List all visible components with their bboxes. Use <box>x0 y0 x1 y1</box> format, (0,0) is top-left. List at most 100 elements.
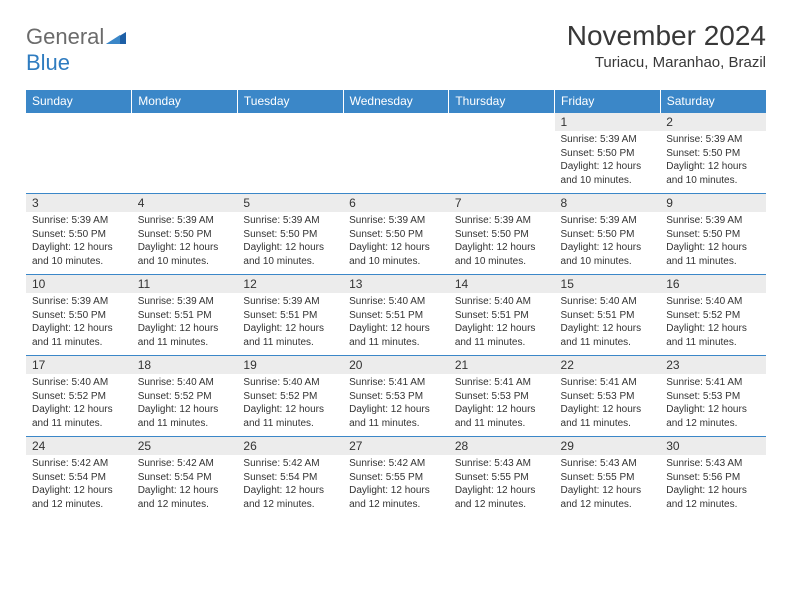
day-body: Sunrise: 5:39 AMSunset: 5:50 PMDaylight:… <box>132 212 238 274</box>
day-cell: 7Sunrise: 5:39 AMSunset: 5:50 PMDaylight… <box>449 194 555 275</box>
day-number: 10 <box>26 275 132 293</box>
day-cell: 1Sunrise: 5:39 AMSunset: 5:50 PMDaylight… <box>555 113 661 194</box>
day-body: Sunrise: 5:42 AMSunset: 5:55 PMDaylight:… <box>343 455 449 517</box>
day-number: 13 <box>343 275 449 293</box>
day-number: 23 <box>660 356 766 374</box>
week-row: 10Sunrise: 5:39 AMSunset: 5:50 PMDayligh… <box>26 275 766 356</box>
day-number: 2 <box>660 113 766 131</box>
week-row: 24Sunrise: 5:42 AMSunset: 5:54 PMDayligh… <box>26 437 766 518</box>
day-cell: 25Sunrise: 5:42 AMSunset: 5:54 PMDayligh… <box>132 437 238 518</box>
day-number: 7 <box>449 194 555 212</box>
day-header: Thursday <box>449 90 555 113</box>
day-body: Sunrise: 5:42 AMSunset: 5:54 PMDaylight:… <box>132 455 238 517</box>
calendar-page: General Blue November 2024 Turiacu, Mara… <box>0 0 792 537</box>
day-number: 21 <box>449 356 555 374</box>
day-number: 9 <box>660 194 766 212</box>
day-cell <box>237 113 343 194</box>
day-body: Sunrise: 5:40 AMSunset: 5:52 PMDaylight:… <box>26 374 132 436</box>
day-body: Sunrise: 5:39 AMSunset: 5:50 PMDaylight:… <box>660 131 766 193</box>
day-cell: 10Sunrise: 5:39 AMSunset: 5:50 PMDayligh… <box>26 275 132 356</box>
day-header: Sunday <box>26 90 132 113</box>
day-body: Sunrise: 5:39 AMSunset: 5:50 PMDaylight:… <box>343 212 449 274</box>
week-row: 3Sunrise: 5:39 AMSunset: 5:50 PMDaylight… <box>26 194 766 275</box>
day-cell <box>26 113 132 194</box>
day-body: Sunrise: 5:42 AMSunset: 5:54 PMDaylight:… <box>26 455 132 517</box>
logo-triangle-icon <box>106 30 126 49</box>
day-header: Friday <box>555 90 661 113</box>
day-cell <box>132 113 238 194</box>
day-cell: 9Sunrise: 5:39 AMSunset: 5:50 PMDaylight… <box>660 194 766 275</box>
day-cell <box>449 113 555 194</box>
day-number: 30 <box>660 437 766 455</box>
day-body: Sunrise: 5:40 AMSunset: 5:51 PMDaylight:… <box>449 293 555 355</box>
day-body: Sunrise: 5:40 AMSunset: 5:52 PMDaylight:… <box>237 374 343 436</box>
day-number: 12 <box>237 275 343 293</box>
day-cell: 17Sunrise: 5:40 AMSunset: 5:52 PMDayligh… <box>26 356 132 437</box>
day-cell: 19Sunrise: 5:40 AMSunset: 5:52 PMDayligh… <box>237 356 343 437</box>
day-cell: 20Sunrise: 5:41 AMSunset: 5:53 PMDayligh… <box>343 356 449 437</box>
day-cell: 30Sunrise: 5:43 AMSunset: 5:56 PMDayligh… <box>660 437 766 518</box>
day-cell: 15Sunrise: 5:40 AMSunset: 5:51 PMDayligh… <box>555 275 661 356</box>
day-body: Sunrise: 5:41 AMSunset: 5:53 PMDaylight:… <box>555 374 661 436</box>
day-cell: 23Sunrise: 5:41 AMSunset: 5:53 PMDayligh… <box>660 356 766 437</box>
day-body: Sunrise: 5:39 AMSunset: 5:50 PMDaylight:… <box>555 212 661 274</box>
day-number: 18 <box>132 356 238 374</box>
day-cell: 5Sunrise: 5:39 AMSunset: 5:50 PMDaylight… <box>237 194 343 275</box>
day-body: Sunrise: 5:39 AMSunset: 5:50 PMDaylight:… <box>237 212 343 274</box>
day-body: Sunrise: 5:41 AMSunset: 5:53 PMDaylight:… <box>660 374 766 436</box>
month-title: November 2024 <box>567 20 766 52</box>
header: General Blue November 2024 Turiacu, Mara… <box>26 20 766 76</box>
day-cell: 2Sunrise: 5:39 AMSunset: 5:50 PMDaylight… <box>660 113 766 194</box>
day-body: Sunrise: 5:40 AMSunset: 5:52 PMDaylight:… <box>132 374 238 436</box>
day-number: 26 <box>237 437 343 455</box>
day-header: Wednesday <box>343 90 449 113</box>
day-number: 3 <box>26 194 132 212</box>
day-body: Sunrise: 5:39 AMSunset: 5:50 PMDaylight:… <box>26 293 132 355</box>
day-number: 4 <box>132 194 238 212</box>
logo-text: General Blue <box>26 24 126 76</box>
day-body <box>132 117 238 173</box>
day-number: 19 <box>237 356 343 374</box>
logo: General Blue <box>26 24 126 76</box>
day-body: Sunrise: 5:43 AMSunset: 5:55 PMDaylight:… <box>449 455 555 517</box>
day-number: 28 <box>449 437 555 455</box>
day-body: Sunrise: 5:40 AMSunset: 5:52 PMDaylight:… <box>660 293 766 355</box>
day-number: 25 <box>132 437 238 455</box>
day-body: Sunrise: 5:41 AMSunset: 5:53 PMDaylight:… <box>343 374 449 436</box>
week-row: 17Sunrise: 5:40 AMSunset: 5:52 PMDayligh… <box>26 356 766 437</box>
day-number: 17 <box>26 356 132 374</box>
day-header: Tuesday <box>237 90 343 113</box>
title-block: November 2024 Turiacu, Maranhao, Brazil <box>567 20 766 71</box>
calendar-body: 1Sunrise: 5:39 AMSunset: 5:50 PMDaylight… <box>26 113 766 518</box>
day-number: 20 <box>343 356 449 374</box>
week-row: 1Sunrise: 5:39 AMSunset: 5:50 PMDaylight… <box>26 113 766 194</box>
day-body <box>343 117 449 173</box>
day-number: 5 <box>237 194 343 212</box>
day-number: 27 <box>343 437 449 455</box>
day-body <box>449 117 555 173</box>
day-cell: 18Sunrise: 5:40 AMSunset: 5:52 PMDayligh… <box>132 356 238 437</box>
day-cell: 3Sunrise: 5:39 AMSunset: 5:50 PMDaylight… <box>26 194 132 275</box>
day-body <box>26 117 132 173</box>
day-cell: 27Sunrise: 5:42 AMSunset: 5:55 PMDayligh… <box>343 437 449 518</box>
day-cell: 22Sunrise: 5:41 AMSunset: 5:53 PMDayligh… <box>555 356 661 437</box>
day-number: 16 <box>660 275 766 293</box>
day-number: 1 <box>555 113 661 131</box>
day-cell: 21Sunrise: 5:41 AMSunset: 5:53 PMDayligh… <box>449 356 555 437</box>
day-body: Sunrise: 5:40 AMSunset: 5:51 PMDaylight:… <box>343 293 449 355</box>
day-cell: 8Sunrise: 5:39 AMSunset: 5:50 PMDaylight… <box>555 194 661 275</box>
day-cell: 14Sunrise: 5:40 AMSunset: 5:51 PMDayligh… <box>449 275 555 356</box>
day-cell <box>343 113 449 194</box>
day-body: Sunrise: 5:42 AMSunset: 5:54 PMDaylight:… <box>237 455 343 517</box>
day-cell: 12Sunrise: 5:39 AMSunset: 5:51 PMDayligh… <box>237 275 343 356</box>
calendar-table: SundayMondayTuesdayWednesdayThursdayFrid… <box>26 90 766 517</box>
day-body <box>237 117 343 173</box>
day-body: Sunrise: 5:43 AMSunset: 5:56 PMDaylight:… <box>660 455 766 517</box>
day-cell: 24Sunrise: 5:42 AMSunset: 5:54 PMDayligh… <box>26 437 132 518</box>
day-header: Saturday <box>660 90 766 113</box>
day-number: 15 <box>555 275 661 293</box>
day-number: 14 <box>449 275 555 293</box>
day-body: Sunrise: 5:39 AMSunset: 5:50 PMDaylight:… <box>555 131 661 193</box>
day-number: 22 <box>555 356 661 374</box>
day-cell: 6Sunrise: 5:39 AMSunset: 5:50 PMDaylight… <box>343 194 449 275</box>
